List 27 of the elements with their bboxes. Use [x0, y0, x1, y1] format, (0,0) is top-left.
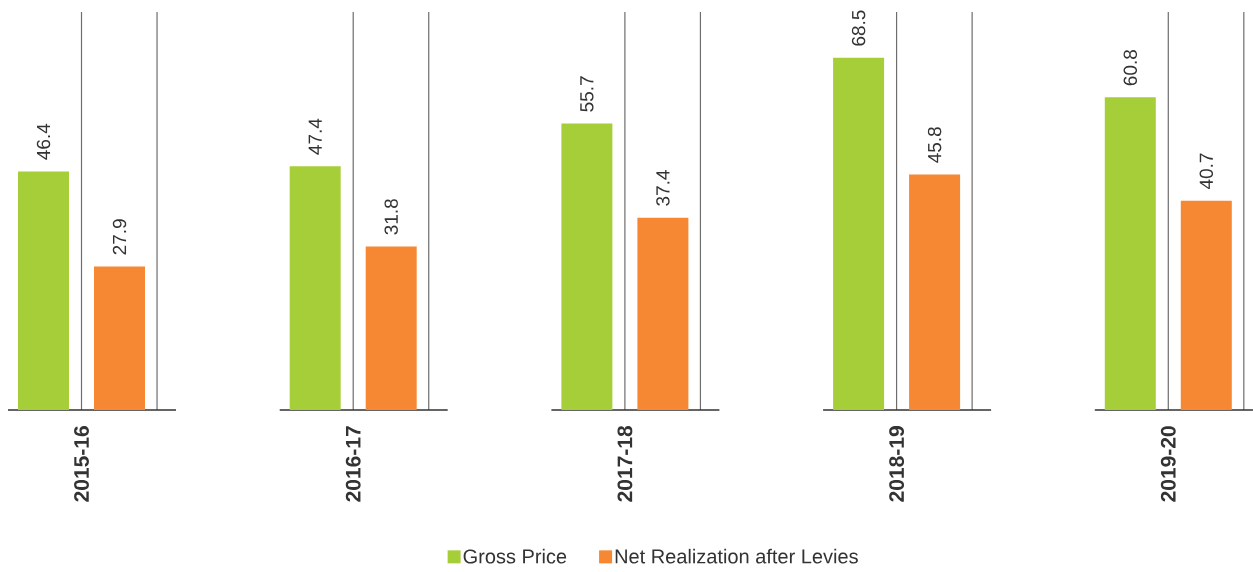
data-label: 46.4 [36, 123, 51, 160]
bar [94, 266, 145, 410]
legend-label: Net Realization after Levies [615, 548, 858, 564]
bar [561, 123, 613, 410]
bar [909, 174, 961, 410]
x-tick-label: 2018-19 [889, 426, 905, 502]
bar [1104, 97, 1156, 410]
data-label: 55.7 [580, 76, 594, 112]
data-label: 31.8 [384, 199, 398, 235]
bar [18, 171, 70, 410]
data-label: 47.4 [308, 118, 322, 155]
bar [1180, 200, 1232, 410]
data-label: 37.4 [656, 170, 670, 206]
data-label: 60.8 [1123, 50, 1138, 86]
bar [637, 217, 689, 410]
x-tick-label: 2019-20 [1160, 426, 1176, 502]
data-label: 40.7 [1199, 153, 1214, 190]
data-label: 68.5 [851, 10, 866, 46]
data-label: 27.9 [112, 219, 127, 255]
data-label: 45.8 [927, 127, 942, 163]
x-tick-label: 2017-18 [617, 425, 633, 502]
legend-label: Gross Price [463, 548, 567, 564]
bar [365, 246, 417, 410]
x-tick-label: 2015-16 [74, 426, 89, 502]
x-tick-label: 2016-17 [345, 426, 361, 502]
bar [289, 166, 341, 410]
bar [833, 57, 885, 410]
